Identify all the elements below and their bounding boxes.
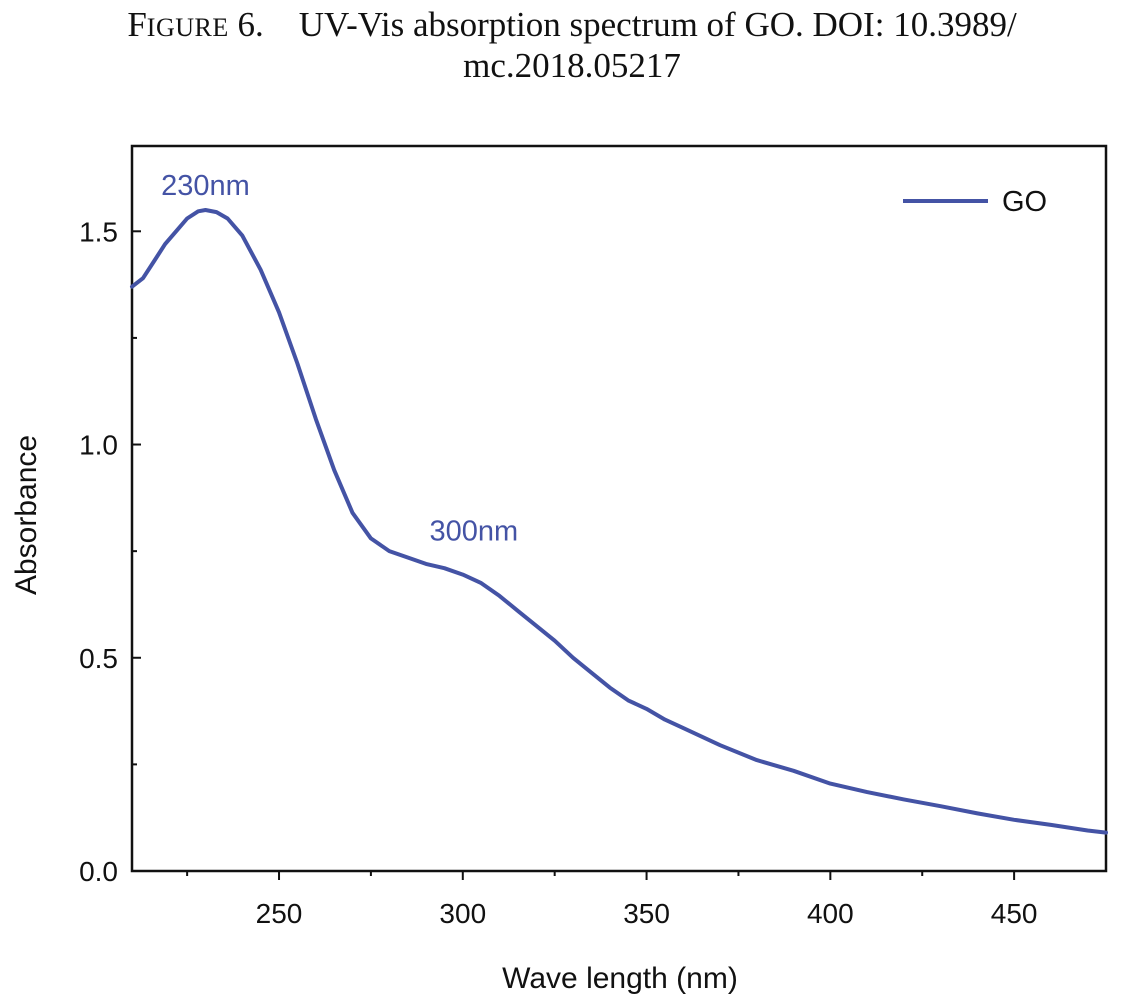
series-layer	[130, 208, 1108, 835]
caption-text: UV-Vis absorption spectrum of GO. DOI: 1…	[298, 5, 1017, 44]
annotations: 230nm 300nm	[161, 170, 518, 547]
peak-annotation-label: 230nm	[161, 170, 250, 202]
caption-line-1: FIGURE 6. UV-Vis absorption spectrum of …	[0, 6, 1144, 47]
legend: GO	[903, 186, 1047, 218]
series-line-go	[130, 208, 1108, 835]
y-tick-label: 1.5	[79, 216, 118, 247]
caption-label-rest: IGURE	[146, 13, 229, 42]
axes: 250 300 350 400 450 0.0 0.5 1.0 1.5	[79, 144, 1108, 929]
caption-line-2: mc.2018.05217	[463, 46, 681, 85]
x-tick-label: 450	[991, 898, 1038, 929]
y-tick-label: 0.5	[79, 643, 118, 674]
figure-caption: FIGURE 6. UV-Vis absorption spectrum of …	[0, 6, 1144, 85]
plot-frame	[130, 144, 1108, 873]
caption-figure-number: 6.	[237, 5, 264, 44]
caption-label-initial: F	[127, 5, 147, 44]
y-axis-title: Absorbance	[10, 435, 43, 595]
x-tick-label: 250	[256, 898, 303, 929]
legend-label: GO	[1002, 186, 1047, 218]
x-axis-title: Wave length (nm)	[502, 962, 738, 995]
x-tick-label: 300	[439, 898, 486, 929]
x-tick-label: 400	[807, 898, 854, 929]
peak-annotation-label: 300nm	[429, 515, 518, 547]
y-tick-label: 0.0	[79, 856, 118, 887]
x-tick-label: 350	[623, 898, 670, 929]
y-tick-label: 1.0	[79, 430, 118, 461]
